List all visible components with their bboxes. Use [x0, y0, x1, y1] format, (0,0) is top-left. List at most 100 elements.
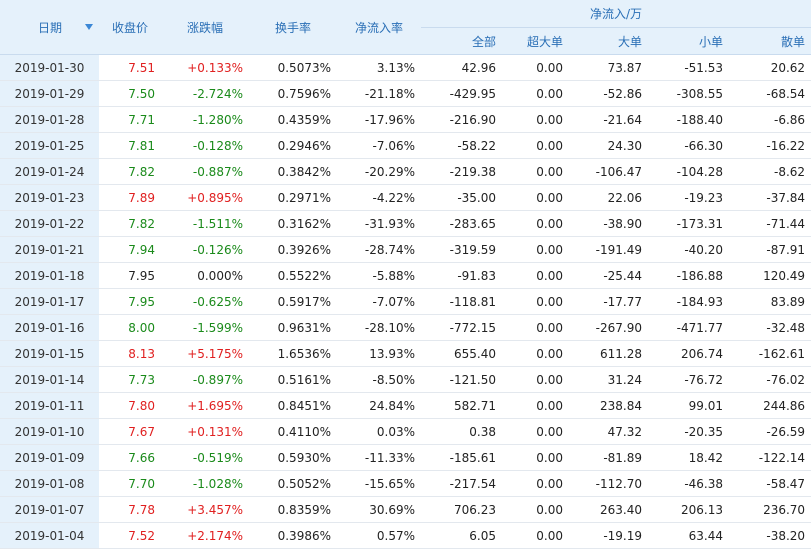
cell-net-super-large: 0.00	[502, 314, 569, 341]
cell-net-retail: -58.47	[729, 470, 811, 497]
cell-turnover: 0.2971%	[249, 184, 337, 211]
table-row[interactable]: 2019-01-10 7.67 +0.131% 0.4110% 0.03% 0.38 0.0…	[0, 418, 811, 445]
cell-net-small: -76.72	[648, 366, 729, 393]
header-change[interactable]: 涨跌幅	[161, 0, 249, 55]
cell-change: +0.131%	[161, 418, 249, 445]
table-row[interactable]: 2019-01-25 7.81 -0.128% 0.2946% -7.06% -58.22…	[0, 132, 811, 159]
cell-net-super-large: 0.00	[502, 288, 569, 315]
cell-net-super-large: 0.00	[502, 470, 569, 497]
table-row[interactable]: 2019-01-09 7.66 -0.519% 0.5930% -11.33% -185.…	[0, 444, 811, 471]
cell-net-super-large: 0.00	[502, 366, 569, 393]
cell-net-small: -186.88	[648, 262, 729, 289]
table-row[interactable]: 2019-01-28 7.71 -1.280% 0.4359% -17.96% -216.…	[0, 106, 811, 133]
cell-change: +2.174%	[161, 522, 249, 549]
cell-net-large: 73.87	[569, 54, 648, 81]
cell-close: 8.00	[99, 314, 161, 341]
cell-net-super-large: 0.00	[502, 496, 569, 523]
cell-date: 2019-01-18	[0, 262, 99, 289]
cell-net-retail: -71.44	[729, 210, 811, 237]
cell-net-large: 22.06	[569, 184, 648, 211]
table-row[interactable]: 2019-01-14 7.73 -0.897% 0.5161% -8.50% -121.5…	[0, 366, 811, 393]
header-super-large[interactable]: 超大单	[502, 27, 569, 55]
cell-date: 2019-01-10	[0, 418, 99, 445]
cell-turnover: 0.5161%	[249, 366, 337, 393]
table-row[interactable]: 2019-01-15 8.13 +5.175% 1.6536% 13.93% 655.40…	[0, 340, 811, 367]
cell-close: 7.80	[99, 392, 161, 419]
sort-desc-icon[interactable]	[85, 24, 93, 30]
cell-net-rate: -4.22%	[337, 184, 421, 211]
cell-date: 2019-01-25	[0, 132, 99, 159]
header-retail[interactable]: 散单	[729, 27, 811, 55]
cell-turnover: 0.3986%	[249, 522, 337, 549]
table-row[interactable]: 2019-01-30 7.51 +0.133% 0.5073% 3.13% 42.96 0.…	[0, 54, 811, 81]
cell-net-super-large: 0.00	[502, 444, 569, 471]
table-row[interactable]: 2019-01-21 7.94 -0.126% 0.3926% -28.74% -319.…	[0, 236, 811, 263]
cell-net-super-large: 0.00	[502, 418, 569, 445]
cell-net-large: -17.77	[569, 288, 648, 315]
cell-net-large: 611.28	[569, 340, 648, 367]
cell-close: 7.81	[99, 132, 161, 159]
cell-net-small: -46.38	[648, 470, 729, 497]
cell-net-rate: -21.18%	[337, 80, 421, 107]
cell-net-retail: -68.54	[729, 80, 811, 107]
cell-net-small: -40.20	[648, 236, 729, 263]
table-row[interactable]: 2019-01-23 7.89 +0.895% 0.2971% -4.22% -35.00…	[0, 184, 811, 211]
table-row[interactable]: 2019-01-18 7.95 0.000% 0.5522% -5.88% -91.83 0…	[0, 262, 811, 289]
cell-close: 7.73	[99, 366, 161, 393]
cell-net-retail: 120.49	[729, 262, 811, 289]
cell-net-retail: 236.70	[729, 496, 811, 523]
cell-turnover: 1.6536%	[249, 340, 337, 367]
cell-net-all: -121.50	[421, 366, 502, 393]
cell-turnover: 0.4110%	[249, 418, 337, 445]
table-row[interactable]: 2019-01-11 7.80 +1.695% 0.8451% 24.84% 582.71…	[0, 392, 811, 419]
cell-net-all: -118.81	[421, 288, 502, 315]
header-large[interactable]: 大单	[569, 27, 648, 55]
cell-net-rate: 3.13%	[337, 54, 421, 81]
table-row[interactable]: 2019-01-08 7.70 -1.028% 0.5052% -15.65% -217.…	[0, 470, 811, 497]
cell-close: 8.13	[99, 340, 161, 367]
cell-net-small: -66.30	[648, 132, 729, 159]
header-date[interactable]: 日期	[0, 0, 99, 55]
cell-net-all: -58.22	[421, 132, 502, 159]
cell-net-all: -772.15	[421, 314, 502, 341]
header-all[interactable]: 全部	[421, 27, 502, 55]
cell-change: +5.175%	[161, 340, 249, 367]
table-row[interactable]: 2019-01-04 7.52 +2.174% 0.3986% 0.57% 6.05 0.0…	[0, 522, 811, 549]
cell-net-small: -188.40	[648, 106, 729, 133]
cell-change: +0.895%	[161, 184, 249, 211]
header-net-flow-group: 净流入/万	[421, 0, 811, 28]
cell-change: -0.126%	[161, 236, 249, 263]
cell-net-small: -184.93	[648, 288, 729, 315]
table-header: 日期 收盘价 涨跌幅 换手率 净流入率 净流入/万 全部 超大单 大单 小单 散…	[0, 0, 811, 55]
cell-net-rate: -31.93%	[337, 210, 421, 237]
header-turnover[interactable]: 换手率	[249, 0, 337, 55]
cell-net-retail: -37.84	[729, 184, 811, 211]
cell-date: 2019-01-14	[0, 366, 99, 393]
cell-net-super-large: 0.00	[502, 262, 569, 289]
cell-turnover: 0.2946%	[249, 132, 337, 159]
table-row[interactable]: 2019-01-24 7.82 -0.887% 0.3842% -20.29% -219.…	[0, 158, 811, 185]
table-row[interactable]: 2019-01-07 7.78 +3.457% 0.8359% 30.69% 706.23…	[0, 496, 811, 523]
cell-close: 7.51	[99, 54, 161, 81]
table-row[interactable]: 2019-01-16 8.00 -1.599% 0.9631% -28.10% -772.…	[0, 314, 811, 341]
cell-net-rate: -8.50%	[337, 366, 421, 393]
table-row[interactable]: 2019-01-29 7.50 -2.724% 0.7596% -21.18% -429.…	[0, 80, 811, 107]
header-close[interactable]: 收盘价	[99, 0, 161, 55]
table-row[interactable]: 2019-01-22 7.82 -1.511% 0.3162% -31.93% -283.…	[0, 210, 811, 237]
cell-change: -1.599%	[161, 314, 249, 341]
cell-net-small: -471.77	[648, 314, 729, 341]
header-net-rate[interactable]: 净流入率	[337, 0, 421, 55]
cell-net-rate: -7.07%	[337, 288, 421, 315]
cell-net-rate: -5.88%	[337, 262, 421, 289]
header-small[interactable]: 小单	[648, 27, 729, 55]
cell-close: 7.78	[99, 496, 161, 523]
cell-net-all: 6.05	[421, 522, 502, 549]
cell-net-retail: 20.62	[729, 54, 811, 81]
cell-net-all: -217.54	[421, 470, 502, 497]
cell-date: 2019-01-11	[0, 392, 99, 419]
table-row[interactable]: 2019-01-17 7.95 -0.625% 0.5917% -7.07% -118.8…	[0, 288, 811, 315]
cell-close: 7.66	[99, 444, 161, 471]
cell-date: 2019-01-21	[0, 236, 99, 263]
cell-turnover: 0.8451%	[249, 392, 337, 419]
cell-net-super-large: 0.00	[502, 236, 569, 263]
